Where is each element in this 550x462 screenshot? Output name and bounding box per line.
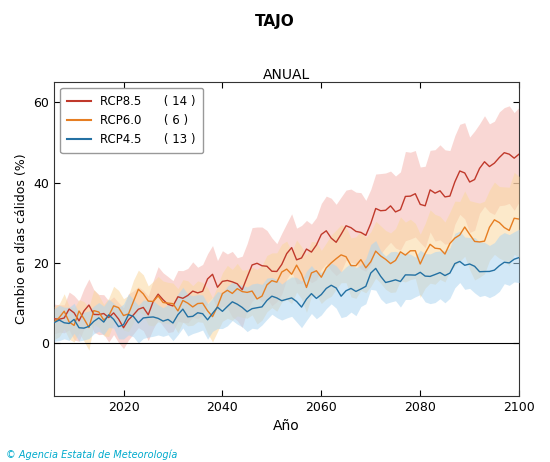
Y-axis label: Cambio en días cálidos (%): Cambio en días cálidos (%) <box>15 153 28 324</box>
Text: © Agencia Estatal de Meteorología: © Agencia Estatal de Meteorología <box>6 449 177 460</box>
Legend: RCP8.5      ( 14 ), RCP6.0      ( 6 ), RCP4.5      ( 13 ): RCP8.5 ( 14 ), RCP6.0 ( 6 ), RCP4.5 ( 13… <box>60 88 203 153</box>
X-axis label: Año: Año <box>273 419 300 433</box>
Text: TAJO: TAJO <box>255 14 295 29</box>
Title: ANUAL: ANUAL <box>263 68 310 82</box>
